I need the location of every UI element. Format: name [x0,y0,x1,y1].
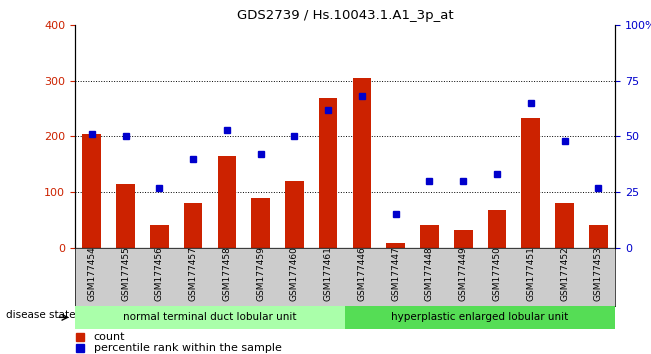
Bar [217,156,236,248]
Text: disease state: disease state [6,310,76,320]
Bar [387,243,405,248]
Bar [555,203,574,248]
Bar [345,306,615,329]
Bar [589,225,607,248]
Text: normal terminal duct lobular unit: normal terminal duct lobular unit [123,312,297,322]
Bar [83,133,101,248]
Text: percentile rank within the sample: percentile rank within the sample [94,343,282,353]
Bar [454,230,473,248]
Bar [319,98,337,248]
Bar [521,119,540,248]
Bar [117,184,135,248]
Bar [150,225,169,248]
Bar [75,306,345,329]
Bar [353,78,371,248]
Bar [488,210,506,248]
Text: hyperplastic enlarged lobular unit: hyperplastic enlarged lobular unit [391,312,569,322]
Bar [420,225,439,248]
Bar [251,198,270,248]
Text: count: count [94,332,125,342]
Bar [285,181,303,248]
Bar [184,203,202,248]
Title: GDS2739 / Hs.10043.1.A1_3p_at: GDS2739 / Hs.10043.1.A1_3p_at [237,9,453,22]
